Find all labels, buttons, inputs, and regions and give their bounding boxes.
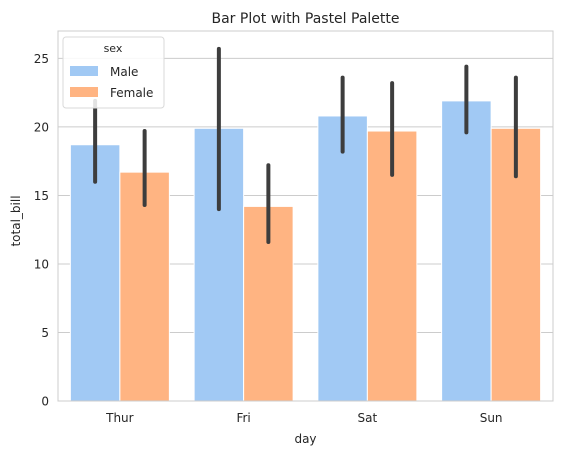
- chart-title: Bar Plot with Pastel Palette: [212, 11, 400, 27]
- x-tick-label-sun: Sun: [480, 411, 503, 425]
- y-tick-label-25: 25: [34, 52, 49, 66]
- bar-sat-male: [317, 115, 368, 402]
- legend-swatch-female: [70, 87, 98, 97]
- x-tick-labels: Thur Fri Sat Sun: [105, 411, 502, 425]
- legend-label-female: Female: [110, 86, 153, 100]
- x-tick-label-sat: Sat: [358, 411, 378, 425]
- legend-label-male: Male: [110, 65, 138, 79]
- legend-title: sex: [104, 42, 123, 55]
- bar-sun-male: [441, 100, 492, 402]
- bars: [69, 100, 542, 402]
- x-tick-label-thur: Thur: [105, 411, 134, 425]
- plot-frame: [57, 30, 554, 402]
- y-tick-label-15: 15: [34, 189, 49, 203]
- legend-swatch-male: [70, 66, 98, 76]
- y-tick-label-10: 10: [34, 257, 49, 271]
- y-tick-label-0: 0: [41, 395, 49, 409]
- y-tick-label-20: 20: [34, 120, 49, 134]
- y-tick-labels: 0 5 10 15 20 25: [34, 52, 49, 409]
- bar-thur-female: [119, 171, 170, 402]
- x-axis-label: day: [294, 432, 316, 446]
- y-tick-label-5: 5: [41, 326, 49, 340]
- y-axis-label: total_bill: [9, 195, 23, 246]
- legend: sex Male Female: [62, 36, 165, 109]
- error-bars: [93, 46, 518, 245]
- x-tick-label-fri: Fri: [236, 411, 250, 425]
